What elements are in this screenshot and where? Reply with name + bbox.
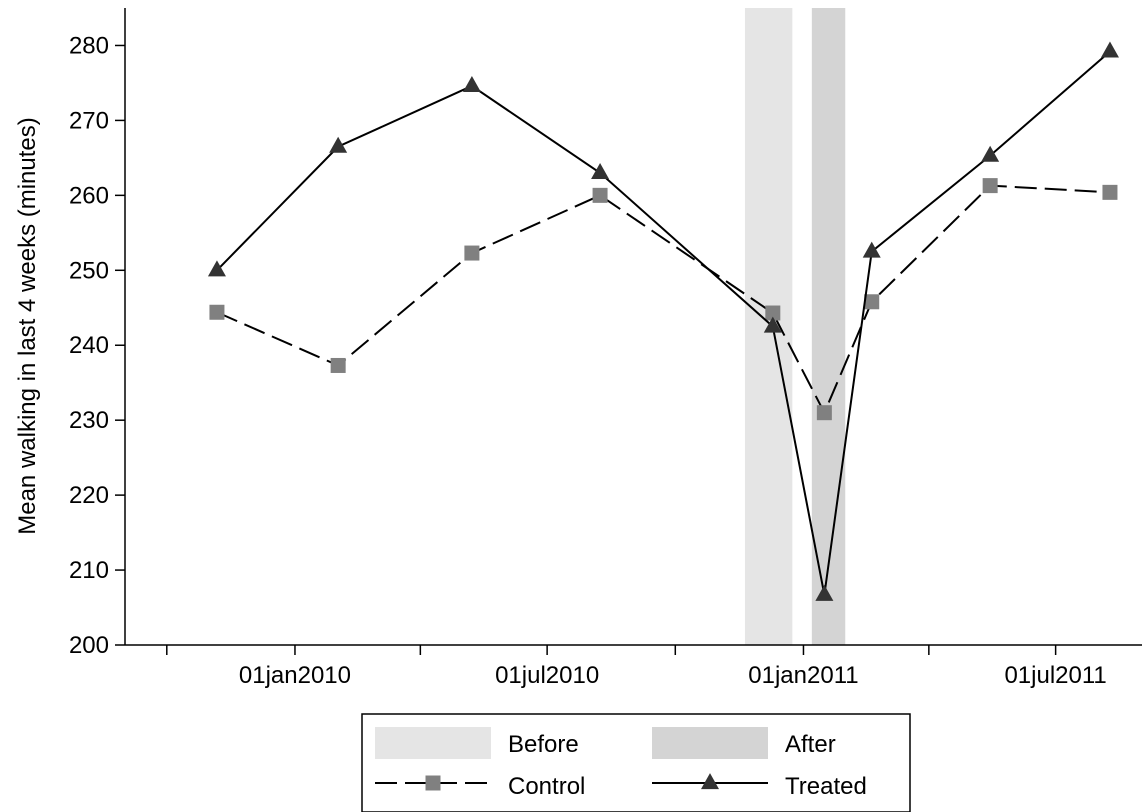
data-point-control <box>816 405 832 421</box>
legend-swatch-after <box>652 727 768 759</box>
data-point-control <box>464 245 480 261</box>
x-tick-label: 01jul2011 <box>1004 662 1106 689</box>
legend-key-control <box>375 775 491 791</box>
legend-label-after: After <box>785 731 836 758</box>
x-tick-label: 01jan2010 <box>239 662 351 689</box>
y-tick-label: 260 <box>69 182 109 209</box>
data-point-treated <box>207 260 226 277</box>
y-tick-label: 210 <box>69 557 109 584</box>
data-point-treated <box>1100 41 1119 58</box>
legend-swatch-before <box>375 727 491 759</box>
y-tick-label: 220 <box>69 482 109 509</box>
legend-marker-treated <box>701 773 719 790</box>
x-ticks: 01jan2010 01jul2010 01jan2011 01jul2011 <box>166 645 1107 689</box>
series <box>207 41 1119 601</box>
data-point-treated <box>815 584 834 601</box>
shaded-period-after <box>811 8 846 645</box>
legend-marker-control <box>425 775 441 791</box>
legend-key-treated <box>652 773 768 790</box>
shaded-periods <box>744 8 846 645</box>
data-point-control <box>592 187 608 203</box>
y-tick-label: 250 <box>69 257 109 284</box>
data-point-treated <box>329 136 348 153</box>
data-point-control <box>982 178 998 194</box>
series-control <box>209 178 1118 421</box>
x-tick-label: 01jul2010 <box>495 662 599 689</box>
series-line-control <box>216 184 1111 416</box>
y-tick-label: 240 <box>69 332 109 359</box>
legend-label-before: Before <box>508 731 579 758</box>
data-point-treated <box>981 145 1000 162</box>
data-point-treated <box>763 316 782 333</box>
y-tick-label: 270 <box>69 107 109 134</box>
axes <box>124 8 1142 646</box>
y-axis-title: Mean walking in last 4 weeks (minutes) <box>14 117 41 535</box>
y-tick-label: 200 <box>69 632 109 659</box>
data-point-control <box>765 305 781 321</box>
data-point-control <box>330 357 346 373</box>
y-ticks: 200 210 220 230 240 250 260 270 280 <box>69 32 125 659</box>
data-point-control <box>864 294 880 310</box>
y-tick-label: 280 <box>69 32 109 59</box>
data-point-treated <box>862 241 881 258</box>
data-point-control <box>209 304 225 320</box>
series-treated <box>207 41 1119 601</box>
data-point-treated <box>462 76 481 93</box>
data-point-control <box>1102 184 1118 200</box>
y-tick-label: 230 <box>69 407 109 434</box>
data-point-treated <box>591 162 610 179</box>
series-line-treated <box>216 50 1111 595</box>
legend: Before After Control Treated <box>361 713 911 812</box>
x-tick-label: 01jan2011 <box>748 662 858 689</box>
legend-label-treated: Treated <box>785 773 867 800</box>
legend-label-control: Control <box>508 773 585 800</box>
